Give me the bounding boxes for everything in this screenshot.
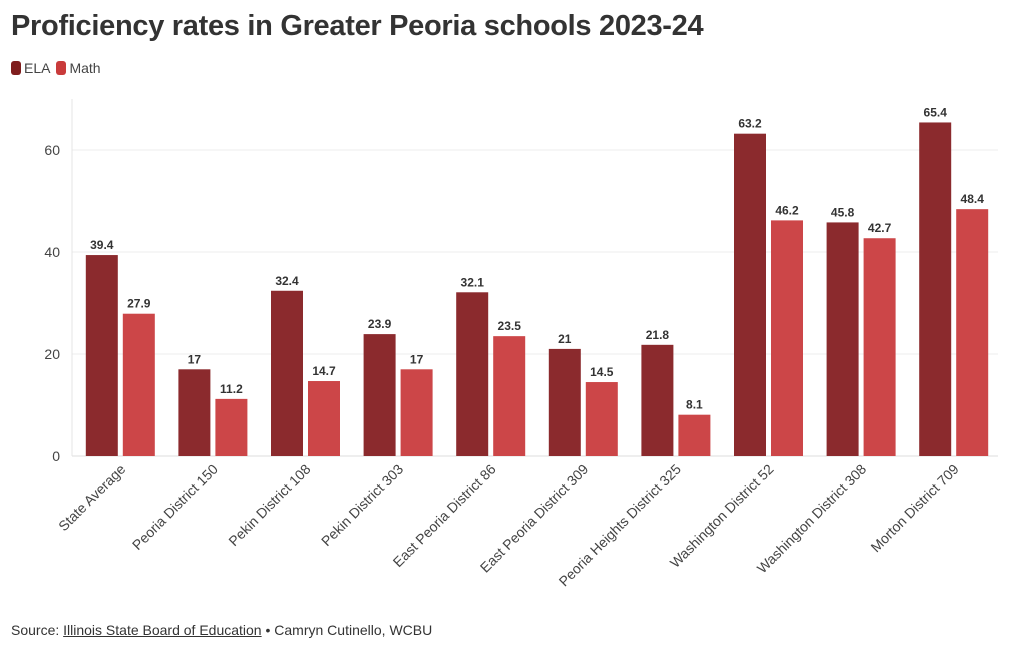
bar-value-label-ela-2: 32.4 [275,274,299,288]
bar-math-7[interactable] [771,220,803,456]
x-category-label: Pekin District 108 [225,461,313,549]
y-tick-label: 40 [44,244,60,260]
y-axis: 0 20 40 60 [44,99,73,464]
bar-ela-5[interactable] [548,348,581,456]
bar-math-5[interactable] [585,382,618,456]
bar-value-label-ela-0: 39.4 [90,238,114,252]
bar-value-label-math-0: 27.9 [127,297,151,311]
x-axis-category-labels: State Average Peoria District 150 Pekin Di… [55,461,962,590]
legend-swatch-math [56,61,67,75]
bar-ela-2[interactable] [271,290,303,456]
legend-swatch-ela [11,61,21,75]
x-category-label: Morton District 709 [867,461,962,556]
y-tick-label: 0 [52,448,60,464]
bars [85,122,989,457]
x-category-label: Washington District 52 [667,461,777,571]
legend: ELA Math [11,60,107,76]
x-category-label: State Average [55,461,128,534]
bar-value-label-math-5: 14.5 [590,365,614,379]
bar-value-label-math-1: 11.2 [220,382,243,396]
bar-ela-7[interactable] [734,133,766,456]
bar-value-label-math-7: 46.2 [775,203,799,217]
bar-math-1[interactable] [215,398,248,456]
bar-value-label-math-3: 17 [410,352,424,366]
bar-value-label-math-4: 23.5 [498,319,522,333]
bar-value-label-math-2: 14.7 [312,364,336,378]
bar-ela-3[interactable] [363,334,396,456]
bar-math-3[interactable] [400,369,433,456]
bar-math-9[interactable] [956,209,989,456]
legend-item-math[interactable]: Math [56,60,101,76]
bar-math-2[interactable] [308,381,340,456]
bar-math-8[interactable] [863,238,896,456]
x-category-label: Pekin District 303 [318,461,406,549]
x-category-label: Peoria District 150 [129,461,221,553]
bar-value-label-ela-1: 17 [188,352,202,366]
bar-value-label-math-6: 8.1 [686,398,703,412]
bar-math-4[interactable] [493,336,526,456]
bar-value-label-ela-3: 23.9 [368,317,392,331]
bar-ela-0[interactable] [85,255,118,456]
bar-value-label-math-8: 42.7 [868,221,892,235]
bar-chart: 0 20 40 60 39.4 27.9 17 11.2 32.4 14.7 23.9 17 32.1… [44,99,998,590]
source-link[interactable]: Illinois State Board of Education [63,622,262,638]
legend-label-ela: ELA [24,60,51,76]
bar-value-label-ela-6: 21.8 [646,328,670,342]
bar-value-label-ela-5: 21 [558,332,572,346]
footer-prefix: Source: [11,622,64,638]
bar-math-6[interactable] [678,414,711,456]
bar-ela-4[interactable] [456,292,489,456]
footer-credit: • Camryn Cutinello, WCBU [261,622,433,638]
bar-value-label-ela-4: 32.1 [461,275,485,289]
bar-ela-6[interactable] [641,344,674,456]
bar-math-0[interactable] [122,313,155,456]
chart-title: Proficiency rates in Greater Peoria scho… [11,10,704,42]
bar-value-label-ela-7: 63.2 [738,117,762,131]
y-tick-label: 60 [44,142,60,158]
grid-lines [72,149,998,457]
bar-ela-1[interactable] [178,369,211,456]
x-category-label: East Peoria District 86 [390,461,499,570]
bar-value-label-ela-8: 45.8 [831,205,855,219]
bar-value-label-ela-9: 65.4 [924,105,948,119]
legend-label-math: Math [69,60,101,76]
bar-ela-8[interactable] [826,222,859,456]
bar-value-labels: 39.4 27.9 17 11.2 32.4 14.7 23.9 17 32.1 23.5 21 14… [90,105,984,411]
y-tick-label: 20 [44,346,60,362]
bar-value-label-math-9: 48.4 [961,192,985,206]
x-category-label: Washington District 308 [754,461,870,577]
bar-ela-9[interactable] [919,122,952,457]
legend-item-ela[interactable]: ELA [11,60,50,76]
footer-source: Source: Illinois State Board of Educatio… [11,622,432,638]
